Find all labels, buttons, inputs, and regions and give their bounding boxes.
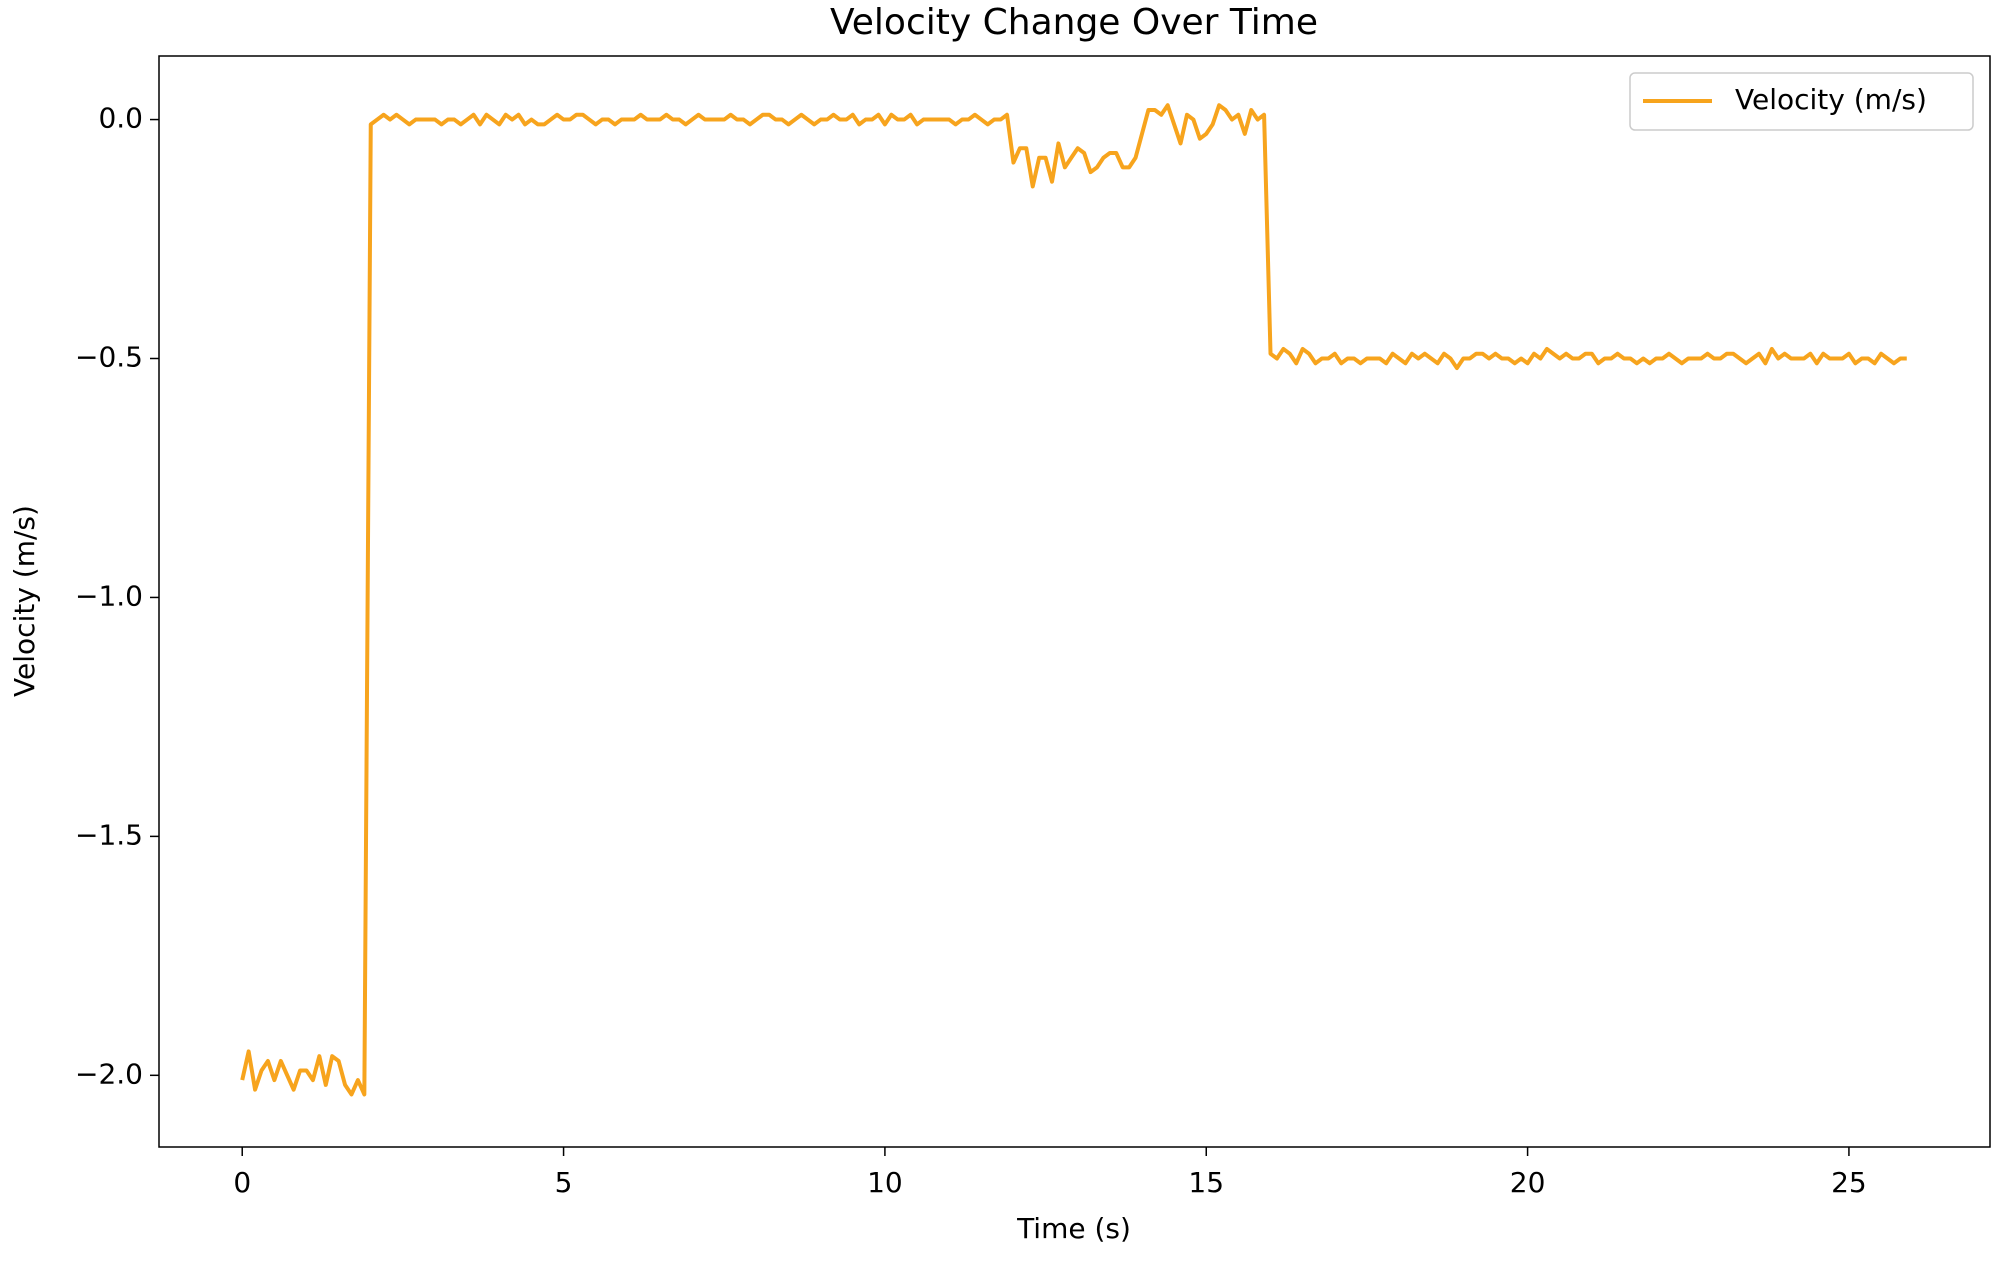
x-axis-label: Time (s)	[1016, 1212, 1131, 1245]
legend-label: Velocity (m/s)	[1735, 83, 1927, 116]
legend-box	[1629, 72, 1974, 131]
x-tick-label: 5	[555, 1166, 573, 1199]
chart-title: Velocity Change Over Time	[830, 2, 1318, 43]
y-tick-label: −2.0	[75, 1057, 143, 1090]
y-tick-label: −1.5	[75, 818, 143, 851]
y-axis-label: Velocity (m/s)	[8, 505, 41, 697]
y-tick-label: −0.5	[75, 340, 143, 373]
x-tick-label: 15	[1188, 1166, 1224, 1199]
x-tick-label: 10	[867, 1166, 903, 1199]
x-tick-label: 0	[233, 1166, 251, 1199]
y-tick-label: −1.0	[75, 579, 143, 612]
axes-frame	[158, 55, 1991, 1148]
data-line	[240, 103, 1907, 1097]
x-tick-label: 20	[1510, 1166, 1546, 1199]
y-tick-label: 0.0	[98, 102, 143, 135]
x-tick-label: 25	[1831, 1166, 1867, 1199]
